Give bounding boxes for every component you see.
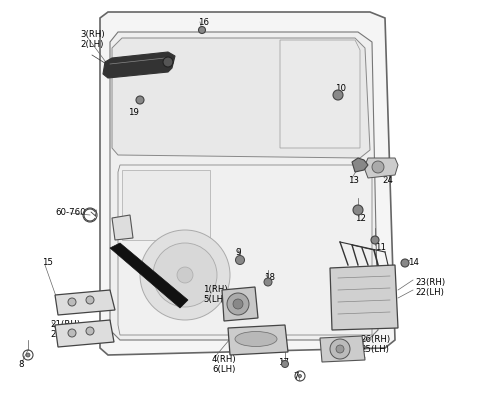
Polygon shape <box>365 158 398 178</box>
Polygon shape <box>222 287 258 321</box>
Circle shape <box>227 293 249 315</box>
Circle shape <box>371 236 379 244</box>
Text: 25(LH): 25(LH) <box>360 345 389 354</box>
Circle shape <box>177 267 193 283</box>
Circle shape <box>336 345 344 353</box>
Text: 60-760: 60-760 <box>55 208 85 217</box>
Polygon shape <box>122 170 210 240</box>
Text: 15: 15 <box>42 258 53 267</box>
Text: 19: 19 <box>128 108 139 117</box>
Text: 9: 9 <box>236 248 241 257</box>
Text: 14: 14 <box>408 258 419 267</box>
Circle shape <box>68 298 76 306</box>
Polygon shape <box>352 158 368 172</box>
Text: 10: 10 <box>335 84 346 93</box>
Circle shape <box>163 57 173 67</box>
Circle shape <box>401 259 409 267</box>
Text: 13: 13 <box>348 176 359 185</box>
Text: 6(LH): 6(LH) <box>212 365 235 374</box>
Circle shape <box>233 299 243 309</box>
Polygon shape <box>112 38 370 158</box>
Circle shape <box>199 26 205 34</box>
Circle shape <box>136 96 144 104</box>
Circle shape <box>299 375 301 377</box>
Text: 20(LH): 20(LH) <box>50 330 79 339</box>
Text: 16: 16 <box>198 18 209 27</box>
Circle shape <box>68 329 76 337</box>
Circle shape <box>86 327 94 335</box>
Polygon shape <box>320 336 365 362</box>
Circle shape <box>26 353 30 357</box>
Polygon shape <box>330 265 398 330</box>
Circle shape <box>333 90 343 100</box>
Text: 23(RH): 23(RH) <box>415 278 445 287</box>
Circle shape <box>353 205 363 215</box>
Polygon shape <box>112 215 133 240</box>
Text: 11: 11 <box>375 243 386 252</box>
Polygon shape <box>228 325 288 355</box>
Circle shape <box>140 230 230 320</box>
Text: 8: 8 <box>18 360 24 369</box>
Text: 18: 18 <box>264 273 275 282</box>
Circle shape <box>281 361 288 367</box>
Polygon shape <box>100 12 395 355</box>
Polygon shape <box>55 320 114 347</box>
Circle shape <box>153 243 217 307</box>
Text: 26(RH): 26(RH) <box>360 335 390 344</box>
Text: 3(RH): 3(RH) <box>80 30 105 39</box>
Circle shape <box>236 255 244 265</box>
Text: 12: 12 <box>355 214 366 223</box>
Polygon shape <box>55 290 115 315</box>
Text: 5(LH): 5(LH) <box>203 295 227 304</box>
Text: 21(RH): 21(RH) <box>50 320 80 329</box>
Polygon shape <box>118 165 372 335</box>
Polygon shape <box>110 32 378 340</box>
Text: 4(RH): 4(RH) <box>212 355 237 364</box>
Text: 17: 17 <box>278 358 289 367</box>
Polygon shape <box>280 40 360 148</box>
Text: 7: 7 <box>293 372 299 381</box>
Polygon shape <box>110 243 188 308</box>
Circle shape <box>330 339 350 359</box>
Text: 24: 24 <box>382 176 393 185</box>
Text: 22(LH): 22(LH) <box>415 288 444 297</box>
Circle shape <box>264 278 272 286</box>
Circle shape <box>86 296 94 304</box>
Ellipse shape <box>235 332 277 346</box>
Text: 2(LH): 2(LH) <box>80 40 103 49</box>
Circle shape <box>372 161 384 173</box>
Text: 1(RH): 1(RH) <box>203 285 228 294</box>
Polygon shape <box>103 52 175 78</box>
